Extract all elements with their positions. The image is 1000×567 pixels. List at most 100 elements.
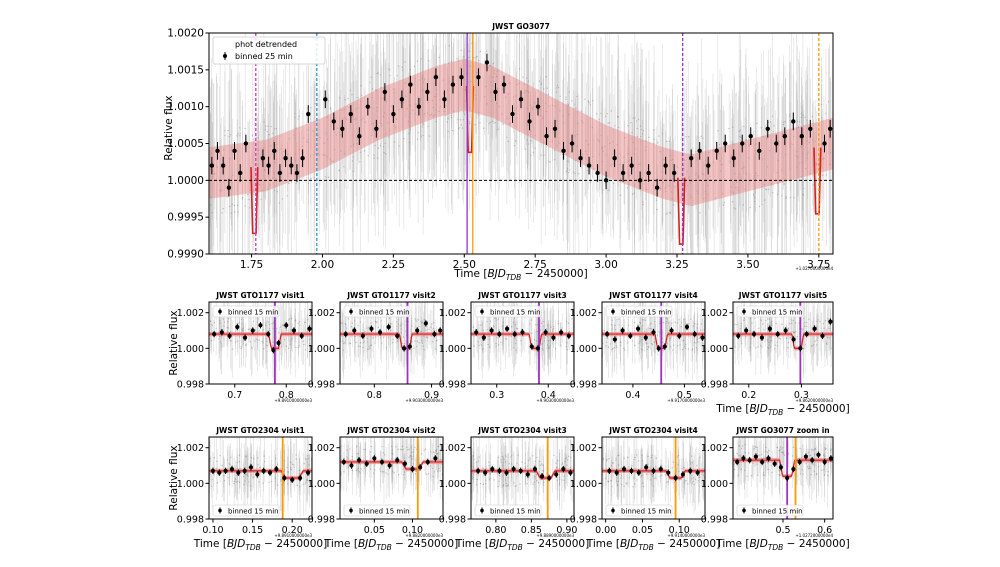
unbinned-point [299,470,300,471]
unbinned-point [772,115,773,116]
unbinned-point [277,464,278,465]
binned-point [374,127,378,131]
binned-point [681,472,685,476]
binned-point [274,467,278,471]
y-tick-label: 1.002 [570,308,597,319]
binned-point [306,112,310,116]
unbinned-point [666,213,667,214]
unbinned-point [790,337,791,338]
binned-point [408,344,412,348]
unbinned-point [604,330,605,331]
unbinned-point [344,342,345,343]
unbinned-point [486,51,487,52]
binned-point [244,141,248,145]
unbinned-point [655,466,656,467]
unbinned-point [461,50,462,51]
unbinned-point [602,189,603,190]
unbinned-point [379,468,380,469]
unbinned-point [244,128,245,129]
unbinned-point [352,322,353,323]
unbinned-point [374,145,375,146]
legend-marker [611,310,615,314]
unbinned-point [783,122,784,123]
x-axis-label: Time [BJDTDB − 2450000] [455,538,589,552]
binned-point [697,149,701,153]
unbinned-point [480,51,481,52]
unbinned-point [828,328,829,329]
binned-point [365,462,369,466]
y-tick-label: 1.002 [308,308,335,319]
unbinned-point [539,80,540,81]
unbinned-point [341,323,342,324]
unbinned-point [268,482,269,483]
legend-marker [480,310,484,314]
legend-label: binned 15 min [752,308,803,316]
binned-point [282,476,286,480]
unbinned-point [404,343,405,344]
unbinned-point [256,338,257,339]
unbinned-point [415,473,416,474]
unbinned-point [356,469,357,470]
x-axis-label: Time [BJDTDB − 2450000] [453,268,587,282]
binned-point [278,171,282,175]
x-tick-label: 2.00 [311,259,334,271]
unbinned-point [812,116,813,117]
unbinned-point [592,100,593,101]
unbinned-point [759,206,760,207]
unbinned-point [347,98,348,99]
binned-point [828,127,832,131]
binned-point [474,330,478,334]
unbinned-point [383,452,384,453]
unbinned-point [797,336,798,337]
unbinned-point [407,449,408,450]
unbinned-point [252,476,253,477]
x-tick-label: 1.75 [240,259,263,271]
unbinned-point [417,61,418,62]
unbinned-point [666,141,667,142]
binned-point [587,163,591,167]
unbinned-point [229,206,230,207]
unbinned-point [377,72,378,73]
unbinned-point [368,327,369,328]
unbinned-point [687,483,688,484]
unbinned-point [461,124,462,125]
unbinned-point [390,330,391,331]
binned-point [490,467,494,471]
unbinned-point [632,486,633,487]
unbinned-point [767,339,768,340]
unbinned-point [552,331,553,332]
unbinned-point [677,456,678,457]
binned-point [685,325,689,329]
unbinned-point [750,330,751,331]
binned-point [774,141,778,145]
unbinned-point [757,346,758,347]
unbinned-point [677,322,678,323]
unbinned-point [474,124,475,125]
unbinned-point [543,470,544,471]
binned-point [688,469,692,473]
unbinned-point [804,344,805,345]
unbinned-point [510,456,511,457]
unbinned-point [549,347,550,348]
unbinned-point [612,462,613,463]
binned-point [504,471,508,475]
binned-point [505,327,509,331]
unbinned-point [533,484,534,485]
unbinned-point [249,328,250,329]
unbinned-point [287,195,288,196]
unbinned-point [227,130,228,131]
binned-point [284,323,288,327]
unbinned-point [343,471,344,472]
binned-point [622,467,626,471]
legend-marker [223,54,227,58]
x-tick-label: 2.25 [382,259,405,271]
panel-title: JWST GTO1177 visit2 [346,291,436,300]
binned-point [559,330,563,334]
y-tick-label: 1.002 [701,308,728,319]
unbinned-point [433,322,434,323]
binned-point [369,327,373,331]
binned-point [391,112,395,116]
unbinned-point [647,456,648,457]
binned-point [512,467,516,471]
